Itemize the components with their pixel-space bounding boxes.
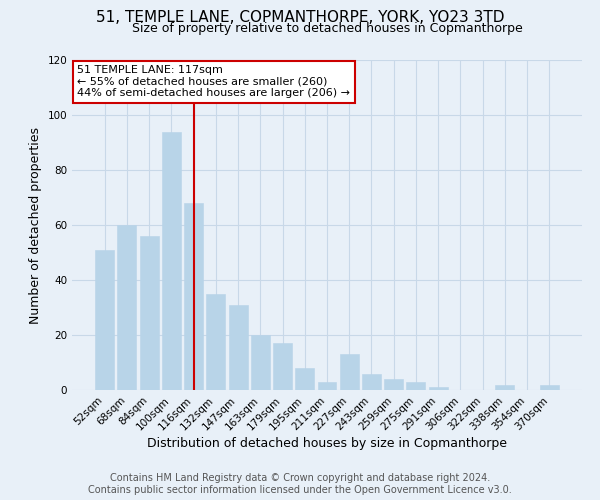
- Bar: [340, 354, 359, 390]
- Bar: [229, 304, 248, 390]
- Bar: [429, 387, 448, 390]
- Bar: [317, 382, 337, 390]
- Title: Size of property relative to detached houses in Copmanthorpe: Size of property relative to detached ho…: [131, 22, 523, 35]
- Bar: [295, 368, 314, 390]
- Bar: [206, 294, 225, 390]
- Bar: [95, 250, 114, 390]
- Text: Contains HM Land Registry data © Crown copyright and database right 2024.
Contai: Contains HM Land Registry data © Crown c…: [88, 474, 512, 495]
- Bar: [140, 236, 158, 390]
- Text: 51 TEMPLE LANE: 117sqm
← 55% of detached houses are smaller (260)
44% of semi-de: 51 TEMPLE LANE: 117sqm ← 55% of detached…: [77, 65, 350, 98]
- Bar: [496, 384, 514, 390]
- Bar: [251, 335, 270, 390]
- Bar: [540, 384, 559, 390]
- X-axis label: Distribution of detached houses by size in Copmanthorpe: Distribution of detached houses by size …: [147, 438, 507, 450]
- Bar: [362, 374, 381, 390]
- Y-axis label: Number of detached properties: Number of detached properties: [29, 126, 42, 324]
- Bar: [273, 343, 292, 390]
- Bar: [118, 225, 136, 390]
- Bar: [384, 379, 403, 390]
- Text: 51, TEMPLE LANE, COPMANTHORPE, YORK, YO23 3TD: 51, TEMPLE LANE, COPMANTHORPE, YORK, YO2…: [96, 10, 504, 25]
- Bar: [184, 203, 203, 390]
- Bar: [406, 382, 425, 390]
- Bar: [162, 132, 181, 390]
